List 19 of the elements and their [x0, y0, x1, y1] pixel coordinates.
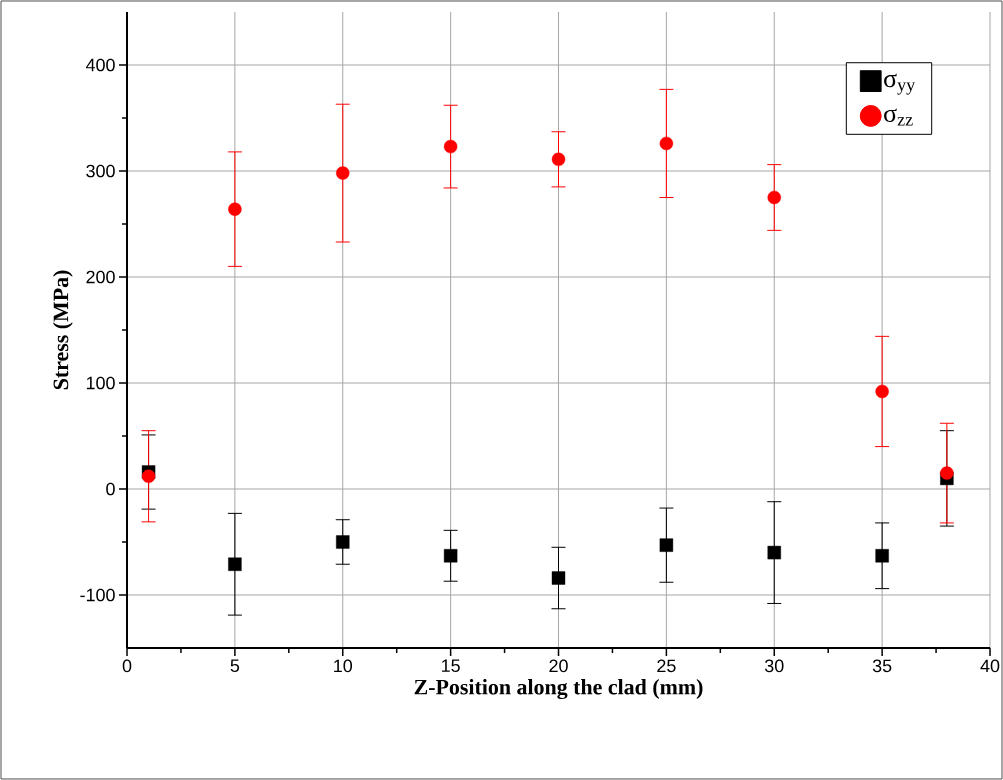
y-tick-label: 200: [86, 270, 115, 284]
legend-label: σ$_{yy}$: [884, 73, 916, 95]
y-tick-label: 300: [86, 164, 115, 178]
x-tick-label: 0: [122, 659, 132, 673]
x-tick-label: 5: [230, 659, 240, 673]
y-axis-title: Stress (MPa): [52, 270, 73, 390]
y-tick-label: 0: [106, 482, 115, 496]
x-tick-label: 35: [872, 659, 892, 673]
y-tick-label: 400: [85, 58, 115, 72]
x-tick-label: 25: [657, 659, 676, 673]
y-tick-label: 100: [86, 376, 115, 390]
x-tick-label: 40: [980, 659, 1000, 673]
legend-label: σ$_{zz}$: [884, 108, 913, 126]
x-axis-title: Z-Position along the clad (mm): [414, 679, 703, 700]
x-tick-label: 30: [764, 659, 784, 673]
y-tick-label: -100: [80, 588, 115, 602]
x-tick-label: 10: [334, 659, 353, 673]
x-tick-label: 20: [549, 659, 568, 673]
x-tick-label: 15: [442, 659, 460, 673]
